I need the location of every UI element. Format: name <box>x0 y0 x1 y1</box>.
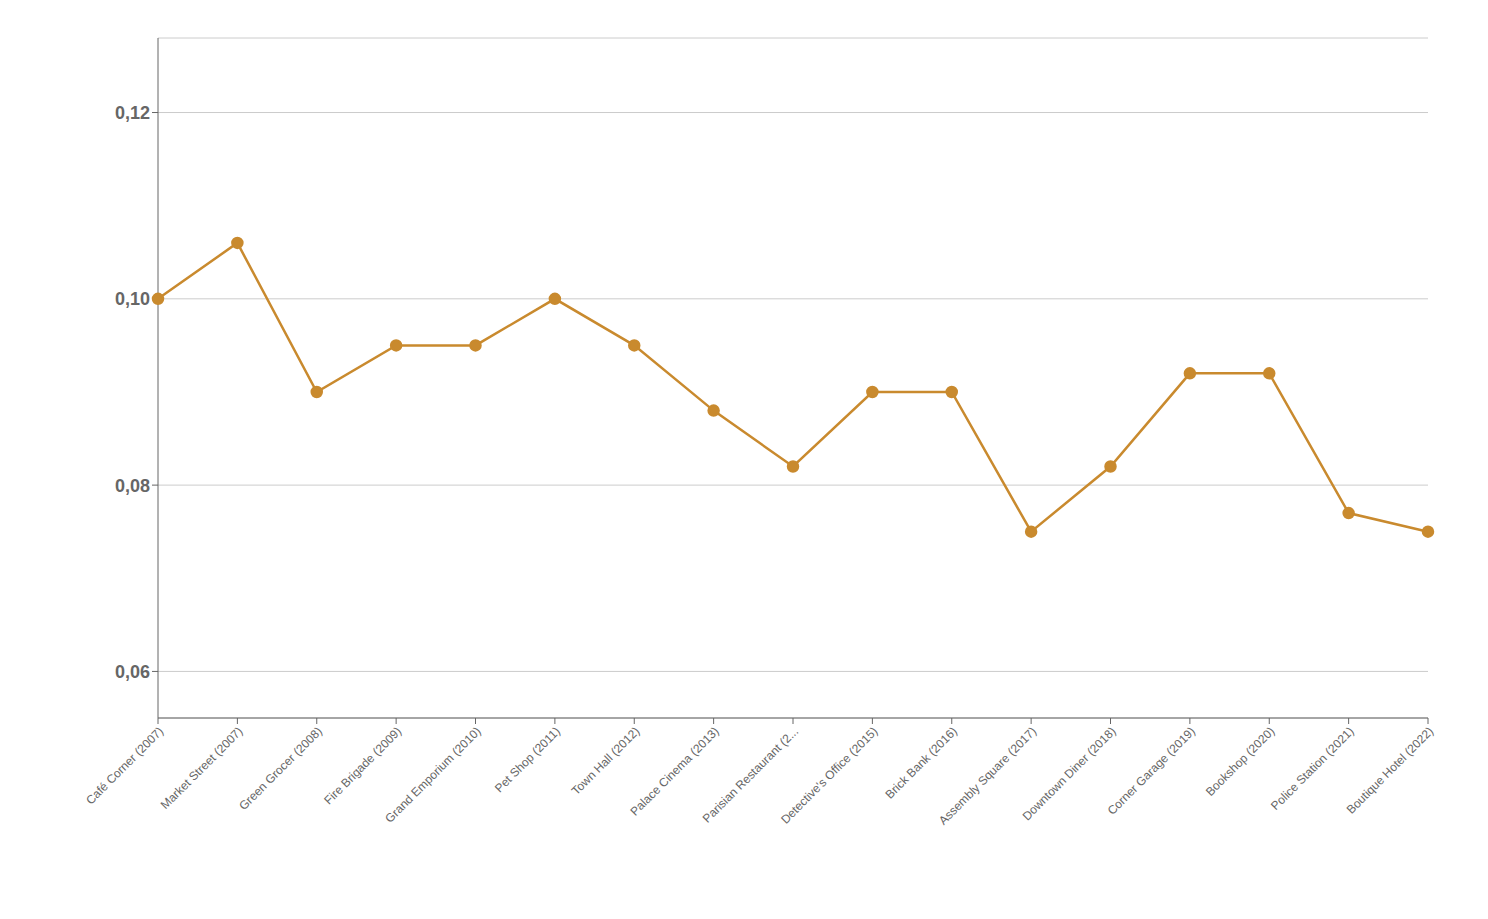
svg-text:Bookshop (2020): Bookshop (2020) <box>1203 724 1278 799</box>
svg-text:Town Hall (2012): Town Hall (2012) <box>569 724 643 798</box>
svg-text:Brick Bank (2016): Brick Bank (2016) <box>883 724 960 801</box>
svg-text:Grand Emporium (2010): Grand Emporium (2010) <box>382 724 483 825</box>
svg-text:Café Corner (2007): Café Corner (2007) <box>83 724 166 807</box>
svg-text:Corner Garage (2019): Corner Garage (2019) <box>1105 724 1198 817</box>
svg-text:Fire Brigade (2009): Fire Brigade (2009) <box>321 724 404 807</box>
svg-text:Market Street (2007): Market Street (2007) <box>158 724 246 812</box>
svg-text:0,06: 0,06 <box>115 662 150 682</box>
svg-text:Assembly Square (2017): Assembly Square (2017) <box>936 724 1040 828</box>
svg-text:Parisian Restaurant (2...: Parisian Restaurant (2... <box>699 724 802 826</box>
svg-text:Palace Cinema (2013): Palace Cinema (2013) <box>627 724 721 818</box>
svg-text:Boutique Hotel (2022): Boutique Hotel (2022) <box>1344 724 1436 816</box>
svg-text:Police Station (2021): Police Station (2021) <box>1268 724 1357 813</box>
svg-text:Downtown Diner (2018): Downtown Diner (2018) <box>1020 724 1119 823</box>
svg-text:0,08: 0,08 <box>115 476 150 496</box>
svg-text:Pet Shop (2011): Pet Shop (2011) <box>492 724 563 795</box>
svg-text:0,12: 0,12 <box>115 103 150 123</box>
svg-text:Green Grocer (2008): Green Grocer (2008) <box>236 724 325 813</box>
svg-text:0,10: 0,10 <box>115 289 150 309</box>
svg-text:Detective's Office (2015): Detective's Office (2015) <box>778 724 880 826</box>
